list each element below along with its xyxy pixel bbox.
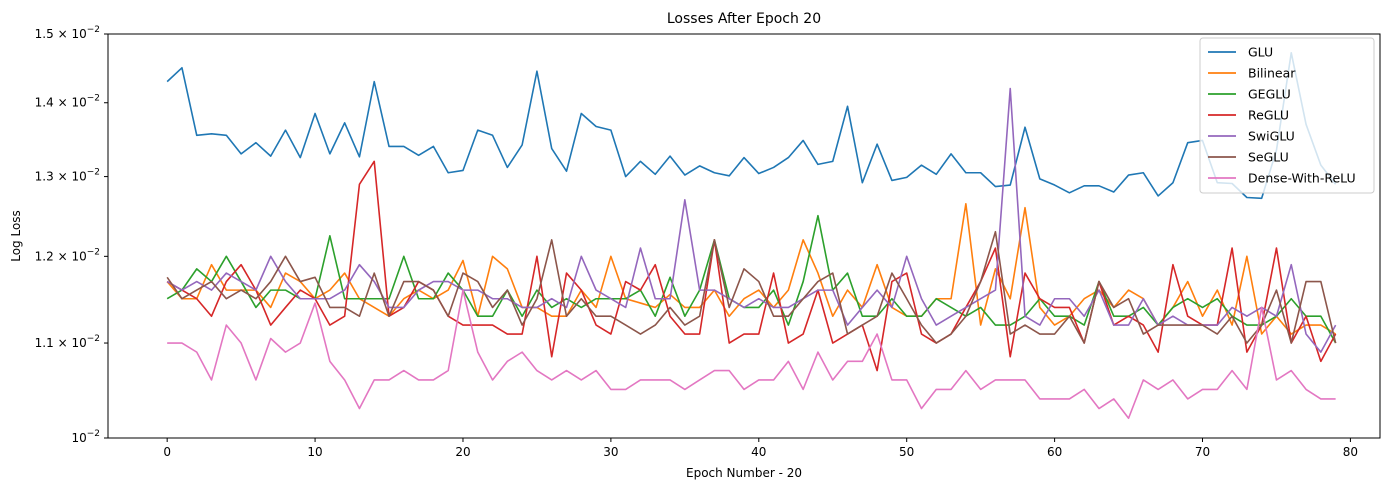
series-line-glu	[166, 51, 1337, 200]
series-layer	[166, 51, 1337, 420]
y-tick-label: 1.2 × 10−2	[35, 247, 100, 263]
y-axis-title: Log Loss	[9, 210, 23, 262]
x-tick-label: 50	[899, 445, 914, 459]
x-axis-title: Epoch Number - 20	[686, 466, 802, 480]
series-line-geglu	[166, 214, 1337, 344]
series-line-dense-with-relu	[167, 289, 1336, 420]
legend-label-bilinear: Bilinear	[1248, 66, 1296, 81]
legend-label-reglu: ReGLU	[1248, 108, 1289, 123]
legend-label-dense-with-relu: Dense-With-ReLU	[1248, 171, 1356, 186]
legend: GLU Bilinear GEGLU ReGLU SwiGLU SeGLU Dense-Wi…	[1199, 37, 1375, 194]
x-tick-label: 10	[307, 445, 322, 459]
x-tick-label: 80	[1343, 445, 1358, 459]
chart-title: Losses After Epoch 20	[667, 11, 821, 27]
legend-label-geglu: GEGLU	[1248, 87, 1291, 102]
y-tick-label: 1.4 × 10−2	[35, 94, 100, 110]
legend-label-swiglu: SwiGLU	[1248, 129, 1295, 144]
x-tick-label: 70	[1195, 445, 1210, 459]
series-line-bilinear	[166, 202, 1337, 335]
series-line-seglu	[166, 230, 1337, 344]
plot-frame	[107, 33, 1381, 439]
y-tick-label: 1.3 × 10−2	[35, 168, 100, 184]
legend-label-glu: GLU	[1248, 45, 1273, 60]
series-line-swiglu	[166, 87, 1337, 353]
y-tick-label: 10−2	[71, 429, 100, 445]
x-tick-label: 40	[751, 445, 766, 459]
x-tick-label: 30	[603, 445, 618, 459]
x-tick-label: 60	[1047, 445, 1062, 459]
y-axis: 10−2 1.1 × 10−2 1.2 × 10−2 1.3 × 10−2 1.4 × …	[35, 25, 108, 445]
x-tick-label: 0	[163, 445, 171, 459]
legend-label-seglu: SeGLU	[1248, 150, 1289, 165]
legend-box	[1199, 37, 1375, 194]
x-axis: 0 10 20 30 40 50 60 70 80	[163, 438, 1358, 459]
x-tick-label: 20	[455, 445, 470, 459]
y-tick-label: 1.5 × 10−2	[35, 25, 100, 41]
y-tick-label: 1.1 × 10−2	[35, 334, 100, 350]
series-line-reglu	[166, 160, 1337, 372]
